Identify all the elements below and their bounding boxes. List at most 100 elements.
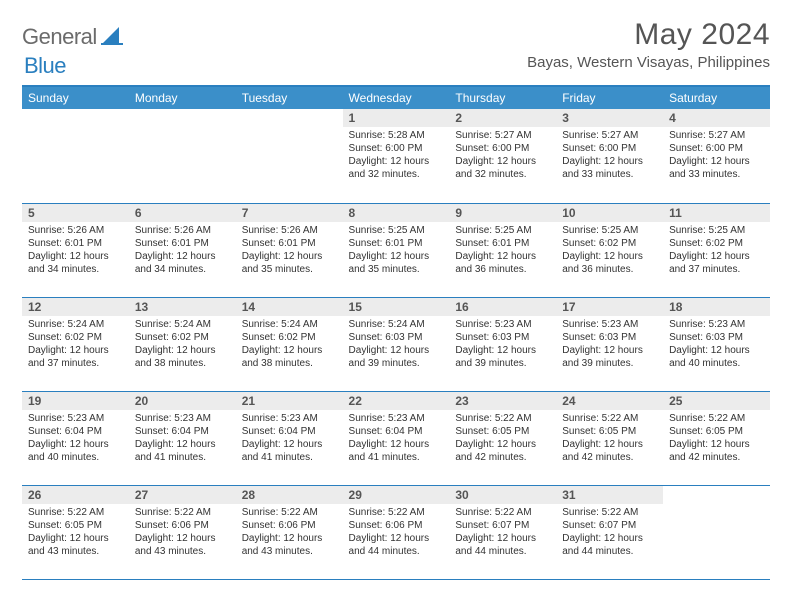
sunset-line: Sunset: 6:03 PM	[669, 331, 764, 344]
calendar-week-row: 26Sunrise: 5:22 AMSunset: 6:05 PMDayligh…	[22, 485, 770, 579]
sunrise-line: Sunrise: 5:24 AM	[349, 318, 444, 331]
calendar-cell: 8Sunrise: 5:25 AMSunset: 6:01 PMDaylight…	[343, 203, 450, 297]
daylight-line: Daylight: 12 hours and 32 minutes.	[349, 155, 444, 181]
calendar-cell: 20Sunrise: 5:23 AMSunset: 6:04 PMDayligh…	[129, 391, 236, 485]
daylight-line: Daylight: 12 hours and 34 minutes.	[28, 250, 123, 276]
day-details: Sunrise: 5:27 AMSunset: 6:00 PMDaylight:…	[556, 127, 663, 185]
sunrise-line: Sunrise: 5:23 AM	[455, 318, 550, 331]
sunrise-line: Sunrise: 5:23 AM	[135, 412, 230, 425]
day-details: Sunrise: 5:25 AMSunset: 6:02 PMDaylight:…	[556, 222, 663, 280]
daylight-line: Daylight: 12 hours and 37 minutes.	[28, 344, 123, 370]
sunset-line: Sunset: 6:06 PM	[242, 519, 337, 532]
daylight-line: Daylight: 12 hours and 40 minutes.	[669, 344, 764, 370]
day-number: 23	[449, 392, 556, 410]
daylight-line: Daylight: 12 hours and 44 minutes.	[349, 532, 444, 558]
sunrise-line: Sunrise: 5:22 AM	[455, 412, 550, 425]
sunrise-line: Sunrise: 5:25 AM	[562, 224, 657, 237]
day-header: Wednesday	[343, 86, 450, 109]
day-details: Sunrise: 5:23 AMSunset: 6:03 PMDaylight:…	[556, 316, 663, 374]
calendar-body: 1Sunrise: 5:28 AMSunset: 6:00 PMDaylight…	[22, 109, 770, 579]
day-number: 10	[556, 204, 663, 222]
sunset-line: Sunset: 6:03 PM	[349, 331, 444, 344]
sunrise-line: Sunrise: 5:23 AM	[562, 318, 657, 331]
logo-text-blue: Blue	[24, 53, 66, 79]
daylight-line: Daylight: 12 hours and 34 minutes.	[135, 250, 230, 276]
daylight-line: Daylight: 12 hours and 40 minutes.	[28, 438, 123, 464]
calendar-cell: 17Sunrise: 5:23 AMSunset: 6:03 PMDayligh…	[556, 297, 663, 391]
day-number: 4	[663, 109, 770, 127]
day-number: 5	[22, 204, 129, 222]
day-number: 11	[663, 204, 770, 222]
daylight-line: Daylight: 12 hours and 32 minutes.	[455, 155, 550, 181]
calendar-cell: 11Sunrise: 5:25 AMSunset: 6:02 PMDayligh…	[663, 203, 770, 297]
day-number: 12	[22, 298, 129, 316]
calendar-cell: 4Sunrise: 5:27 AMSunset: 6:00 PMDaylight…	[663, 109, 770, 203]
day-details: Sunrise: 5:23 AMSunset: 6:04 PMDaylight:…	[22, 410, 129, 468]
sunset-line: Sunset: 6:01 PM	[242, 237, 337, 250]
day-number	[236, 109, 343, 127]
day-details: Sunrise: 5:26 AMSunset: 6:01 PMDaylight:…	[129, 222, 236, 280]
daylight-line: Daylight: 12 hours and 35 minutes.	[349, 250, 444, 276]
day-number: 18	[663, 298, 770, 316]
day-details: Sunrise: 5:22 AMSunset: 6:05 PMDaylight:…	[449, 410, 556, 468]
daylight-line: Daylight: 12 hours and 43 minutes.	[28, 532, 123, 558]
title-block: May 2024 Bayas, Western Visayas, Philipp…	[527, 18, 770, 71]
day-number: 26	[22, 486, 129, 504]
day-details: Sunrise: 5:22 AMSunset: 6:05 PMDaylight:…	[556, 410, 663, 468]
day-number: 24	[556, 392, 663, 410]
calendar-cell: 9Sunrise: 5:25 AMSunset: 6:01 PMDaylight…	[449, 203, 556, 297]
daylight-line: Daylight: 12 hours and 36 minutes.	[455, 250, 550, 276]
sunrise-line: Sunrise: 5:22 AM	[562, 412, 657, 425]
calendar-cell: 16Sunrise: 5:23 AMSunset: 6:03 PMDayligh…	[449, 297, 556, 391]
calendar-cell-blank	[236, 109, 343, 203]
daylight-line: Daylight: 12 hours and 44 minutes.	[455, 532, 550, 558]
day-details: Sunrise: 5:24 AMSunset: 6:02 PMDaylight:…	[236, 316, 343, 374]
calendar-cell: 22Sunrise: 5:23 AMSunset: 6:04 PMDayligh…	[343, 391, 450, 485]
day-details: Sunrise: 5:25 AMSunset: 6:01 PMDaylight:…	[343, 222, 450, 280]
sunrise-line: Sunrise: 5:22 AM	[455, 506, 550, 519]
sunset-line: Sunset: 6:00 PM	[669, 142, 764, 155]
day-details: Sunrise: 5:22 AMSunset: 6:06 PMDaylight:…	[129, 504, 236, 562]
daylight-line: Daylight: 12 hours and 43 minutes.	[242, 532, 337, 558]
sunrise-line: Sunrise: 5:22 AM	[349, 506, 444, 519]
daylight-line: Daylight: 12 hours and 37 minutes.	[669, 250, 764, 276]
day-number: 27	[129, 486, 236, 504]
sunset-line: Sunset: 6:05 PM	[669, 425, 764, 438]
daylight-line: Daylight: 12 hours and 38 minutes.	[242, 344, 337, 370]
calendar-cell: 27Sunrise: 5:22 AMSunset: 6:06 PMDayligh…	[129, 485, 236, 579]
sunrise-line: Sunrise: 5:22 AM	[135, 506, 230, 519]
day-details: Sunrise: 5:23 AMSunset: 6:04 PMDaylight:…	[236, 410, 343, 468]
day-number: 22	[343, 392, 450, 410]
day-details: Sunrise: 5:25 AMSunset: 6:02 PMDaylight:…	[663, 222, 770, 280]
sunrise-line: Sunrise: 5:27 AM	[669, 129, 764, 142]
day-header: Saturday	[663, 86, 770, 109]
day-number: 3	[556, 109, 663, 127]
calendar-cell: 15Sunrise: 5:24 AMSunset: 6:03 PMDayligh…	[343, 297, 450, 391]
calendar-cell: 21Sunrise: 5:23 AMSunset: 6:04 PMDayligh…	[236, 391, 343, 485]
sunset-line: Sunset: 6:07 PM	[455, 519, 550, 532]
sunrise-line: Sunrise: 5:27 AM	[455, 129, 550, 142]
sunset-line: Sunset: 6:06 PM	[349, 519, 444, 532]
day-details: Sunrise: 5:25 AMSunset: 6:01 PMDaylight:…	[449, 222, 556, 280]
sunset-line: Sunset: 6:03 PM	[455, 331, 550, 344]
day-details: Sunrise: 5:23 AMSunset: 6:04 PMDaylight:…	[343, 410, 450, 468]
logo-sail-icon	[101, 25, 123, 50]
calendar-cell: 14Sunrise: 5:24 AMSunset: 6:02 PMDayligh…	[236, 297, 343, 391]
calendar-cell: 26Sunrise: 5:22 AMSunset: 6:05 PMDayligh…	[22, 485, 129, 579]
day-number: 9	[449, 204, 556, 222]
day-header: Monday	[129, 86, 236, 109]
sunrise-line: Sunrise: 5:26 AM	[242, 224, 337, 237]
day-details: Sunrise: 5:27 AMSunset: 6:00 PMDaylight:…	[449, 127, 556, 185]
daylight-line: Daylight: 12 hours and 42 minutes.	[455, 438, 550, 464]
calendar-cell: 24Sunrise: 5:22 AMSunset: 6:05 PMDayligh…	[556, 391, 663, 485]
day-number	[129, 109, 236, 127]
day-number: 14	[236, 298, 343, 316]
logo-text-general: General	[22, 24, 97, 50]
day-details: Sunrise: 5:24 AMSunset: 6:02 PMDaylight:…	[129, 316, 236, 374]
sunrise-line: Sunrise: 5:25 AM	[349, 224, 444, 237]
day-number	[22, 109, 129, 127]
sunset-line: Sunset: 6:02 PM	[669, 237, 764, 250]
sunset-line: Sunset: 6:01 PM	[349, 237, 444, 250]
calendar-cell: 23Sunrise: 5:22 AMSunset: 6:05 PMDayligh…	[449, 391, 556, 485]
day-number: 28	[236, 486, 343, 504]
